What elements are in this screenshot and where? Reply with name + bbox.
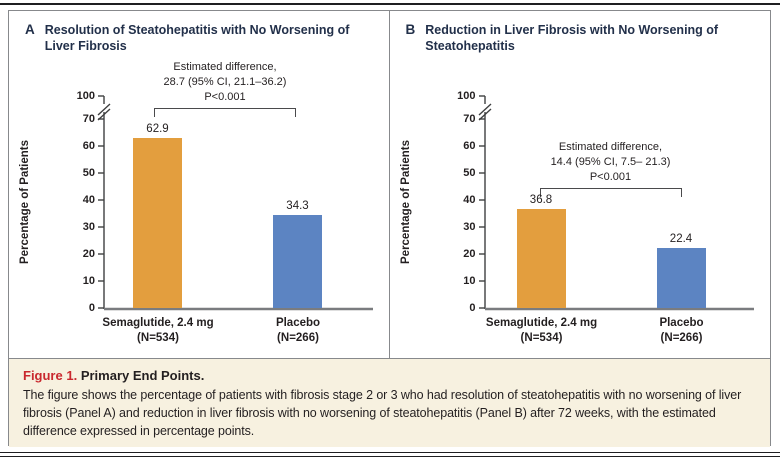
bar-rect-placebo (273, 215, 322, 308)
y-axis-label: Percentage of Patients (399, 140, 412, 264)
axis-break-slash-2 (478, 108, 491, 121)
bar-value-label: 22.4 (669, 232, 693, 245)
annotation-line: Estimated difference, (558, 141, 663, 153)
comparison-bracket (539, 188, 682, 197)
bar-rect-semaglutide (133, 138, 182, 308)
caption-title-text: Primary End Points. (80, 368, 205, 383)
panel-a: A Resolution of Steatohepatitis with No … (9, 11, 390, 358)
ytick-label: 60 (82, 140, 95, 152)
panel-a-axes (97, 95, 373, 311)
bar-rect-placebo (656, 247, 706, 308)
ytick-label: 70 (463, 113, 476, 125)
caption-figure-label: Figure 1. (23, 368, 78, 383)
ytick-label: 20 (82, 248, 95, 260)
category-n: (N=534) (520, 332, 563, 344)
category-label: Semaglutide, 2.4 mg (485, 317, 598, 329)
ytick-label: 10 (463, 275, 476, 287)
figure-box: A Resolution of Steatohepatitis with No … (8, 10, 771, 447)
bottom-double-rule (0, 452, 780, 457)
ytick-label: 50 (82, 167, 95, 179)
ytick-label: 40 (82, 194, 95, 206)
panel-a-title: Resolution of Steatohepatitis with No Wo… (44, 23, 350, 54)
category-n: (N=534) (137, 332, 179, 344)
panel-a-chart: 100 70 60 50 40 30 20 10 0 Percentage of… (9, 59, 389, 358)
ytick-label: 30 (82, 221, 95, 233)
bar-rect-semaglutide (516, 208, 566, 308)
panel-a-title-row: A Resolution of Steatohepatitis with No … (9, 11, 389, 55)
panel-b-title-row: B Reduction in Liver Fibrosis with No Wo… (390, 11, 771, 55)
caption-title-line: Figure 1. Primary End Points. (23, 368, 756, 383)
category-label: Semaglutide, 2.4 mg (102, 317, 214, 329)
panel-b-letter: B (405, 22, 416, 37)
chart-panels: A Resolution of Steatohepatitis with No … (9, 11, 770, 359)
category-label: Placebo (659, 317, 704, 329)
top-rule (0, 3, 780, 5)
ytick-label: 70 (82, 113, 95, 125)
annotation-line: 14.4 (95% CI, 7.5– 21.3) (550, 156, 671, 168)
category-label: Placebo (275, 317, 321, 329)
bar-placebo: 22.4 (656, 232, 706, 308)
comparison-bracket (154, 108, 296, 117)
ytick-label: 10 (82, 275, 95, 287)
panel-b-title: Reduction in Liver Fibrosis with No Wors… (425, 23, 719, 54)
y-axis-label: Percentage of Patients (19, 140, 31, 264)
ytick-label: 50 (463, 167, 476, 179)
ytick-label: 40 (463, 194, 476, 206)
annotation-line: Estimated difference, (173, 61, 277, 73)
axis-break-slash-2 (97, 108, 111, 121)
bar-value-label: 34.3 (286, 200, 309, 213)
caption-body: The figure shows the percentage of patie… (23, 388, 742, 438)
panel-b-axes (478, 95, 754, 311)
bar-value-label: 36.8 (529, 193, 553, 206)
xlabel-placebo: Placebo (N=266) (659, 316, 703, 346)
category-n: (N=266) (660, 332, 703, 344)
xlabel-semaglutide: Semaglutide, 2.4 mg (N=534) (102, 316, 213, 346)
ytick-label: 0 (469, 302, 476, 314)
annotation-line: P<0.001 (204, 91, 246, 103)
ytick-label: 0 (88, 302, 95, 314)
xlabel-placebo: Placebo (N=266) (276, 316, 320, 346)
panel-b-annotation: Estimated difference, 14.4 (95% CI, 7.5–… (496, 140, 726, 185)
panel-b-chart: 100 70 60 50 40 30 20 10 0 Percentage of… (390, 59, 770, 358)
ytick-label: 100 (76, 90, 95, 102)
bar-semaglutide: 36.8 (516, 193, 566, 308)
bar-placebo: 34.3 (273, 200, 322, 308)
bar-semaglutide: 62.9 (133, 123, 182, 308)
panel-b: B Reduction in Liver Fibrosis with No Wo… (390, 11, 771, 358)
ytick-label: 20 (463, 248, 476, 260)
bar-value-label: 62.9 (146, 123, 169, 136)
figure-caption: Figure 1. Primary End Points. The figure… (9, 359, 770, 447)
panel-a-annotation: Estimated difference, 28.7 (95% CI, 21.1… (110, 60, 340, 105)
ytick-label: 60 (463, 140, 476, 152)
panel-a-letter: A (25, 22, 35, 37)
annotation-line: P<0.001 (589, 171, 632, 183)
ytick-label: 30 (463, 221, 476, 233)
axis-break-slash-1 (478, 103, 491, 116)
category-n: (N=266) (277, 332, 319, 344)
xlabel-semaglutide: Semaglutide, 2.4 mg (N=534) (486, 316, 597, 346)
annotation-line: 28.7 (95% CI, 21.1–36.2) (163, 76, 287, 88)
ytick-label: 100 (457, 90, 476, 102)
axis-break-slash-1 (97, 103, 111, 116)
